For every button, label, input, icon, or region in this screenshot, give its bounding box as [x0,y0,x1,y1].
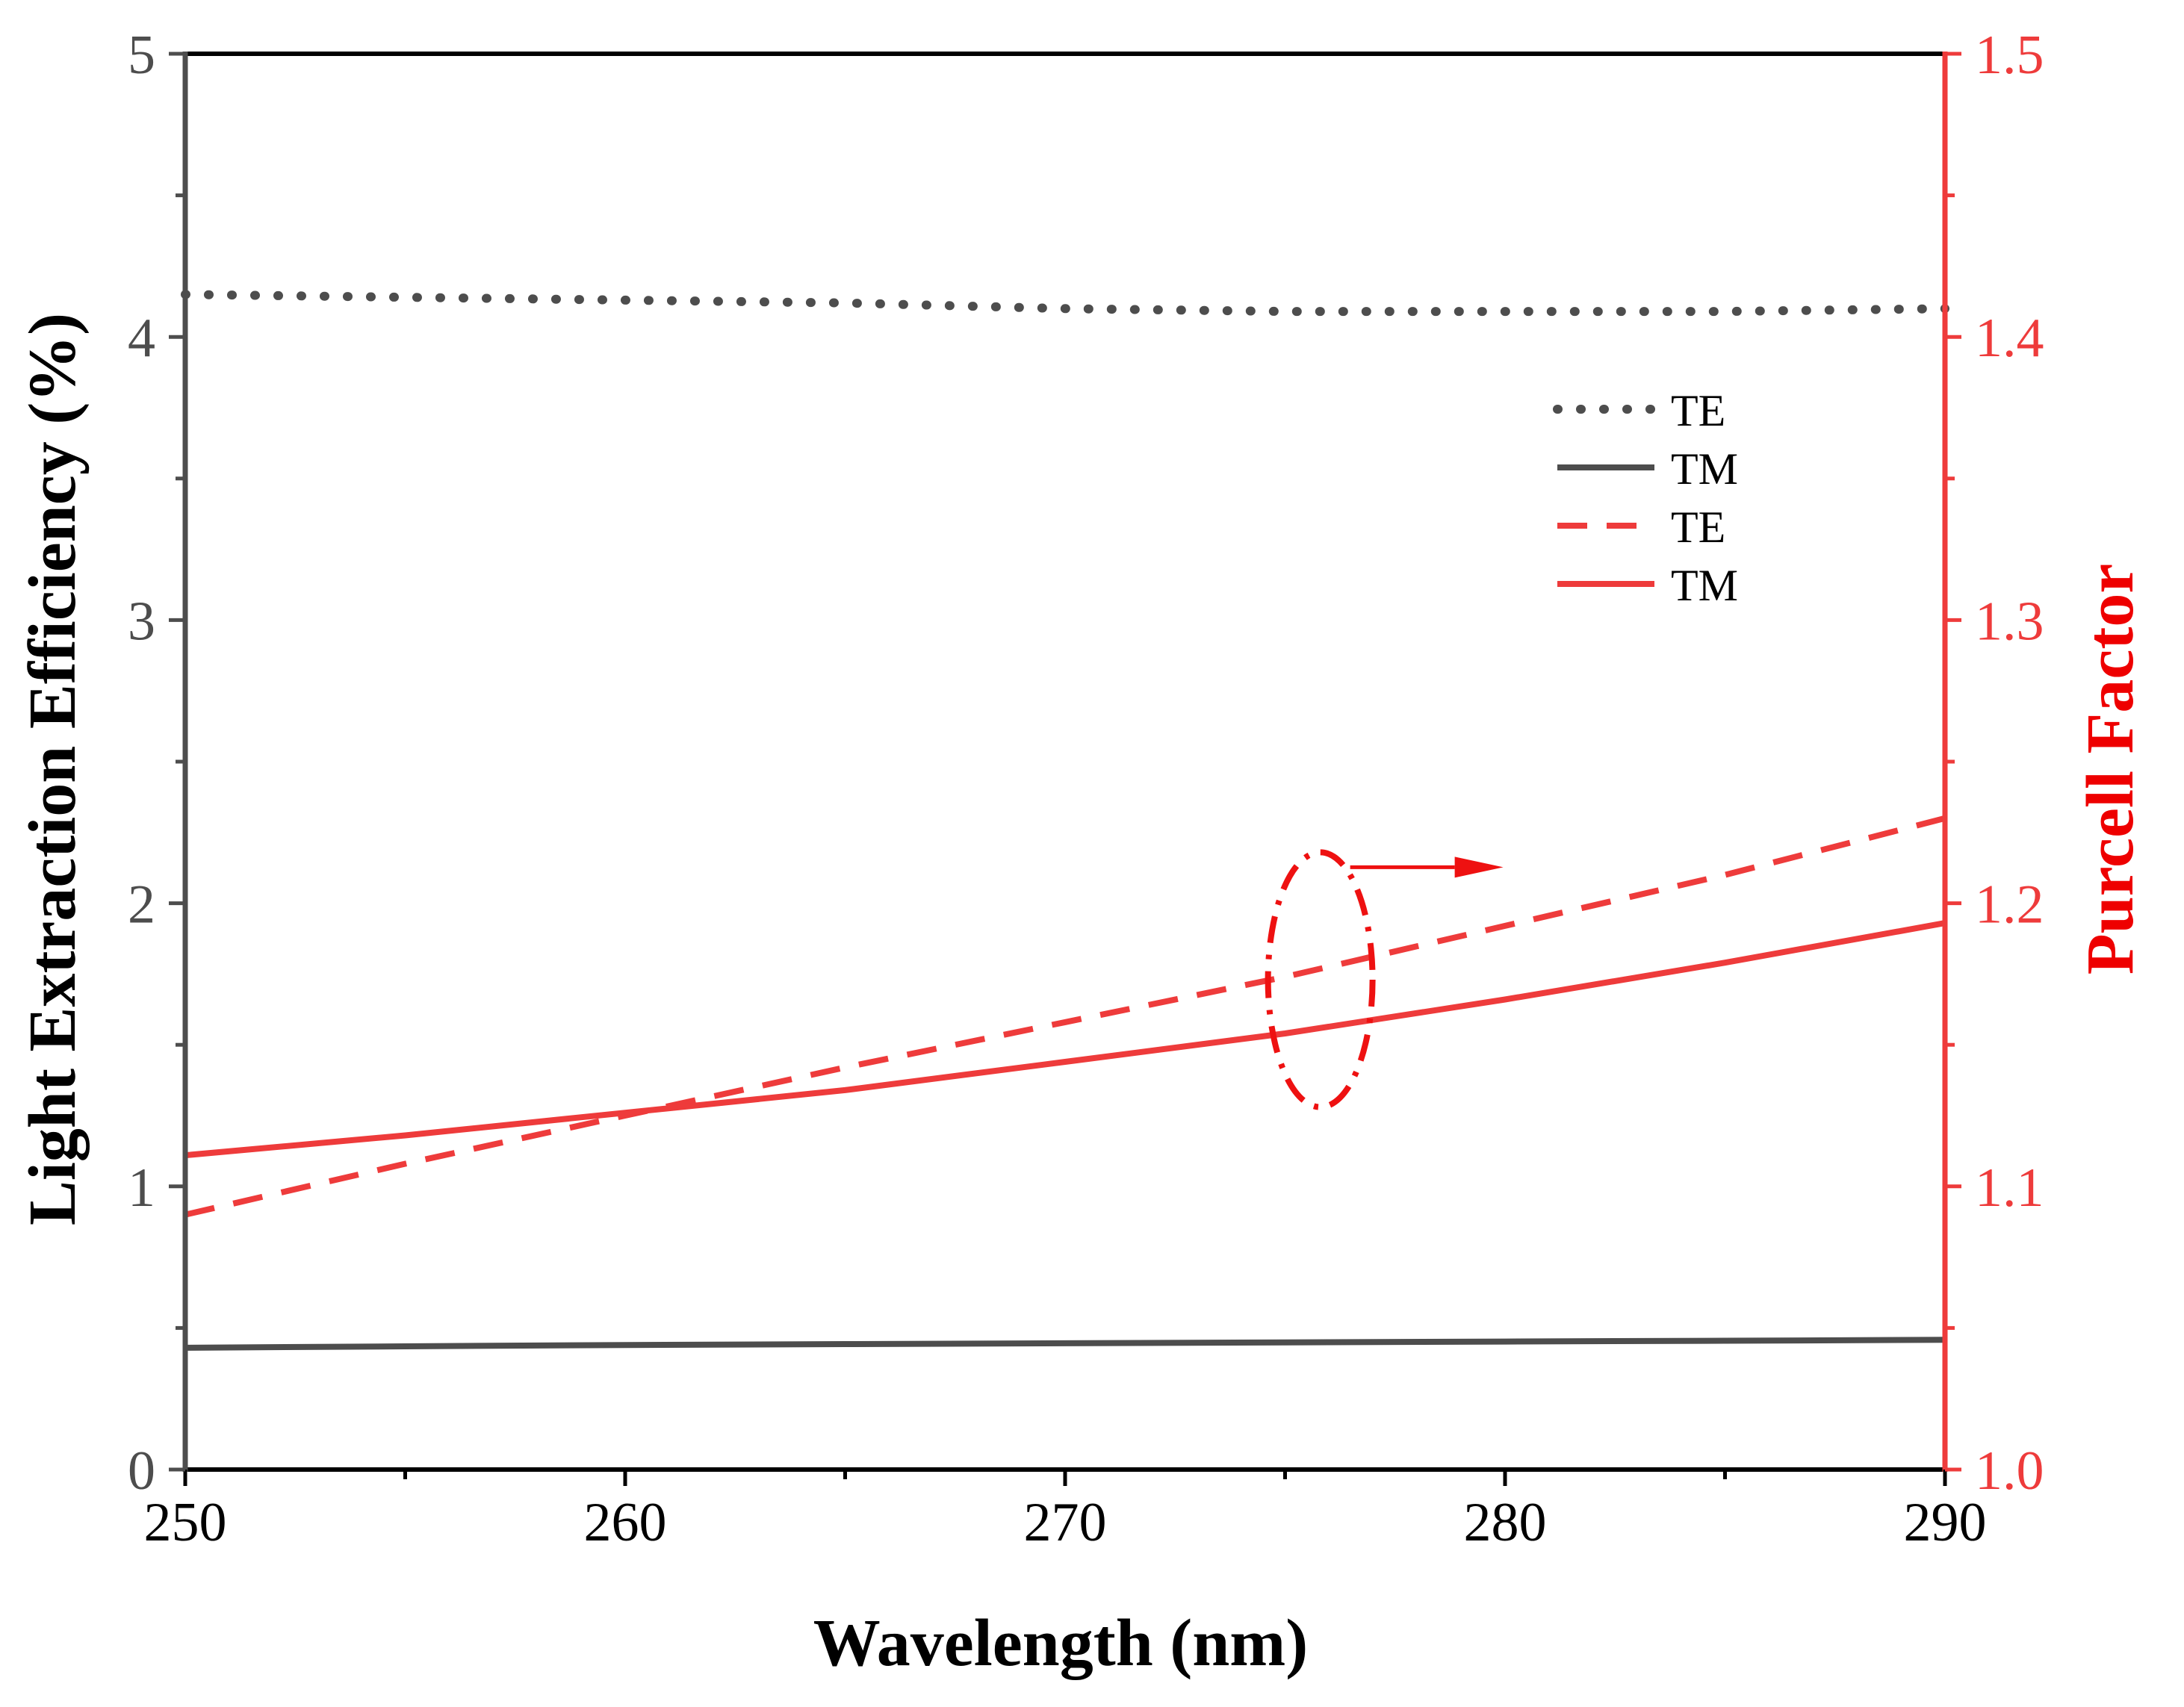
x-tick-label: 290 [1904,1492,1987,1553]
annotation-layer [1265,849,1504,1110]
x-tick-label: 260 [584,1492,667,1553]
y-tick-label: 4 [128,308,155,369]
x-tick-label: 250 [144,1492,227,1553]
legend-label: TM [1671,444,1738,494]
annotation-arrow-head [1454,856,1504,878]
series-line-left-tm [184,1337,1946,1351]
y2-tick-label: 1.1 [1975,1157,2044,1219]
x-axis-label: Wavelength (nm) [813,1606,1308,1680]
legend-label: TE [1671,503,1725,552]
y2-tick-label: 1.4 [1975,308,2044,369]
axes-layer: 250 260 270 280 290 0 1 2 3 4 5 1.0 1.1 1.2 1.3 1.4 1.5 [128,25,2044,1553]
y-tick-label: 2 [128,874,155,936]
annotation-ellipse [1265,849,1376,1110]
legend-label: TE [1671,386,1725,435]
y2-axis-label: Purcell Factor [2073,564,2147,975]
y2-tick-label: 1.0 [1975,1440,2044,1502]
y-tick-label: 0 [128,1440,155,1502]
y2-tick-label: 1.2 [1975,874,2044,936]
y-tick-label: 5 [128,25,155,86]
y2-tick-label: 1.5 [1975,25,2044,86]
y-axis-label: Light Extraction Efficiency (%) [16,313,90,1225]
x-tick-label: 270 [1024,1492,1107,1553]
legend-label: TM [1671,561,1738,610]
y2-tick-label: 1.3 [1975,591,2044,652]
series-line-right-te [184,815,1946,1218]
y-tick-label: 1 [128,1157,155,1219]
series-layer [181,290,1949,1351]
series-line-left-te [181,290,1949,317]
x-tick-label: 280 [1464,1492,1547,1553]
y-tick-label: 3 [128,591,155,652]
legend: TE TM TE TM [1553,386,1738,610]
series-line-right-tm [184,920,1946,1159]
